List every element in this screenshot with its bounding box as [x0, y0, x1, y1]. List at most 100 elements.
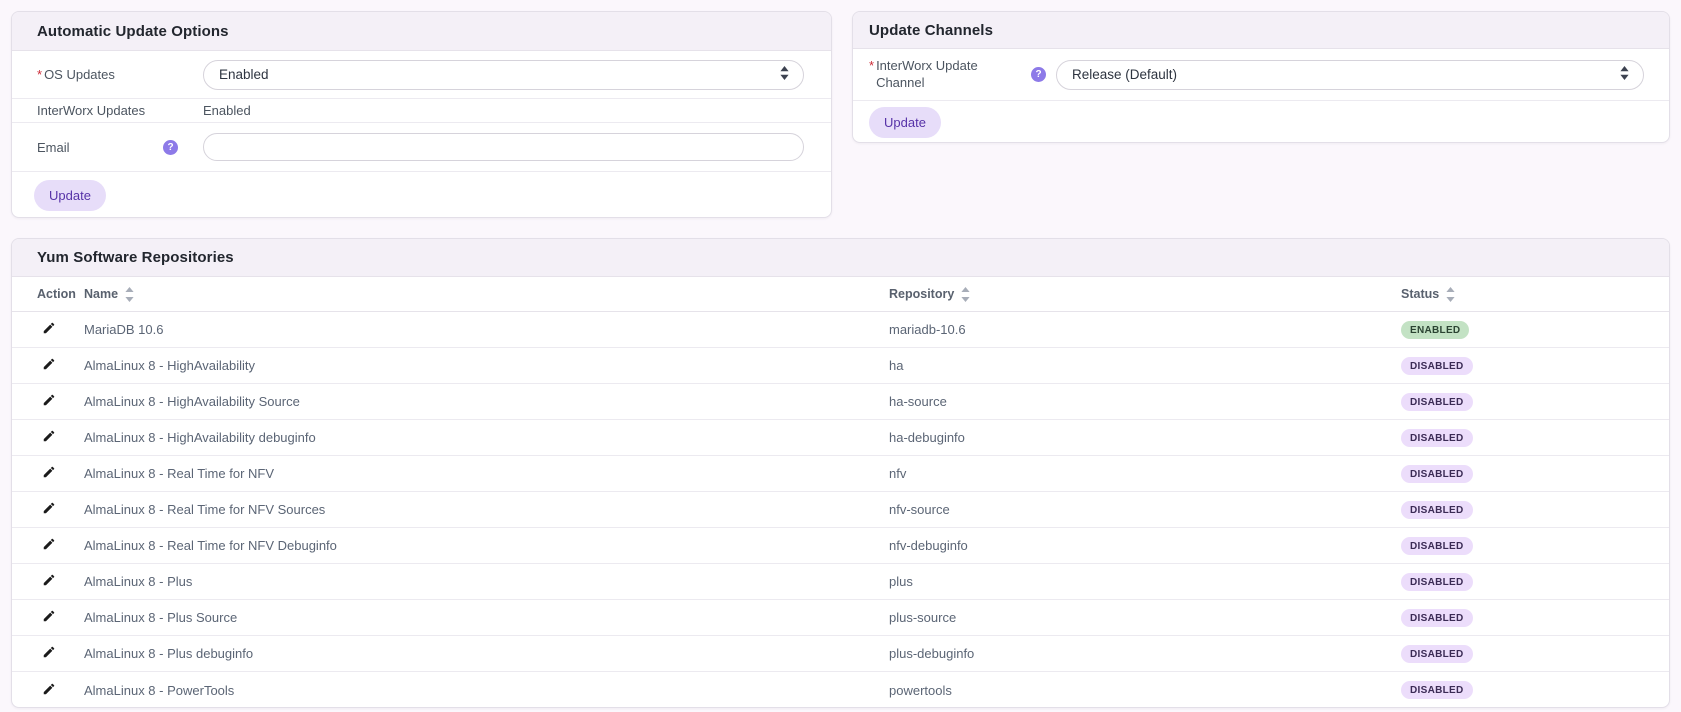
edit-button[interactable]: [42, 573, 56, 590]
pencil-icon: [42, 321, 56, 338]
status-badge: DISABLED: [1401, 572, 1473, 591]
column-header-status[interactable]: Status: [1401, 286, 1455, 302]
row-name: AlmaLinux 8 - PowerTools: [84, 682, 235, 698]
pencil-icon: [42, 682, 56, 699]
edit-button[interactable]: [42, 609, 56, 626]
table-row: AlmaLinux 8 - Plus Source plus-source DI…: [12, 600, 1669, 636]
row-name: AlmaLinux 8 - HighAvailability: [84, 358, 256, 373]
pencil-icon: [42, 501, 56, 518]
os-updates-select[interactable]: Enabled: [203, 59, 804, 90]
row-name: MariaDB 10.6: [84, 322, 164, 337]
sort-icon: [961, 286, 970, 302]
pencil-icon: [42, 537, 56, 554]
chevron-updown-icon: [780, 66, 789, 83]
pencil-icon: [42, 357, 56, 374]
table-row: AlmaLinux 8 - Plus debuginfo plus-debugi…: [12, 636, 1669, 672]
yum-repositories-panel: Yum Software Repositories Action Name Re…: [11, 238, 1670, 708]
row-repository: plus-source: [889, 610, 957, 625]
status-badge: DISABLED: [1401, 500, 1473, 519]
row-name: AlmaLinux 8 - Plus debuginfo: [84, 646, 254, 661]
column-header-action: Action: [37, 287, 76, 301]
pencil-icon: [42, 609, 56, 626]
row-repository: plus-debuginfo: [889, 646, 975, 661]
email-field[interactable]: [203, 133, 804, 161]
pencil-icon: [42, 645, 56, 662]
update-channel-row: * InterWorx Update Channel ? Release (De…: [853, 49, 1669, 101]
email-label: Email: [37, 139, 70, 155]
edit-button[interactable]: [42, 501, 56, 518]
table-row: AlmaLinux 8 - HighAvailability ha DISABL…: [12, 348, 1669, 384]
row-name: AlmaLinux 8 - Real Time for NFV Debuginf…: [84, 538, 337, 553]
status-badge: DISABLED: [1401, 464, 1473, 483]
interworx-updates-row: InterWorx Updates Enabled: [12, 99, 831, 123]
row-repository: mariadb-10.6: [889, 322, 966, 337]
sort-icon: [1446, 286, 1455, 302]
auto-update-actions-row: Update: [12, 172, 831, 217]
table-row: AlmaLinux 8 - Real Time for NFV nfv DISA…: [12, 456, 1669, 492]
column-header-name[interactable]: Name: [84, 286, 134, 302]
pencil-icon: [42, 429, 56, 446]
edit-button[interactable]: [42, 537, 56, 554]
panel-title: Update Channels: [853, 12, 1669, 49]
update-channel-select[interactable]: Release (Default): [1056, 59, 1644, 90]
automatic-update-options-panel: Automatic Update Options * OS Updates En…: [11, 11, 832, 218]
pencil-icon: [42, 573, 56, 590]
update-channel-label: * InterWorx Update Channel: [869, 58, 978, 90]
status-badge: DISABLED: [1401, 608, 1473, 627]
row-repository: powertools: [889, 682, 952, 698]
status-badge: DISABLED: [1401, 392, 1473, 411]
table-body: MariaDB 10.6 mariadb-10.6 ENABLED AlmaLi…: [12, 312, 1669, 707]
sort-icon: [125, 286, 134, 302]
os-updates-row: * OS Updates Enabled: [12, 51, 831, 99]
row-name: AlmaLinux 8 - HighAvailability Source: [84, 394, 300, 409]
edit-button[interactable]: [42, 357, 56, 374]
row-repository: ha: [889, 358, 904, 373]
edit-button[interactable]: [42, 393, 56, 410]
column-header-repository[interactable]: Repository: [889, 286, 970, 302]
row-name: AlmaLinux 8 - Plus Source: [84, 610, 238, 625]
edit-button[interactable]: [42, 465, 56, 482]
help-icon[interactable]: ?: [1031, 67, 1046, 82]
update-channel-selected-value: Release (Default): [1072, 67, 1178, 82]
panel-title: Automatic Update Options: [12, 12, 831, 51]
interworx-updates-value: Enabled: [203, 103, 251, 118]
email-row: Email ?: [12, 123, 831, 172]
table-header-row: Action Name Repository Status: [12, 277, 1669, 312]
row-repository: plus: [889, 574, 913, 589]
status-badge: ENABLED: [1401, 320, 1470, 339]
row-repository: nfv-source: [889, 502, 950, 517]
row-name: AlmaLinux 8 - Plus: [84, 574, 193, 589]
edit-button[interactable]: [42, 645, 56, 662]
row-repository: nfv-debuginfo: [889, 538, 968, 553]
table-row: AlmaLinux 8 - Real Time for NFV Debuginf…: [12, 528, 1669, 564]
channels-actions-row: Update: [853, 101, 1669, 142]
table-row: AlmaLinux 8 - HighAvailability Source ha…: [12, 384, 1669, 420]
chevron-updown-icon: [1620, 66, 1629, 83]
update-channels-panel: Update Channels * InterWorx Update Chann…: [852, 11, 1670, 143]
interworx-updates-label: InterWorx Updates: [37, 103, 146, 118]
row-repository: ha-debuginfo: [889, 430, 965, 445]
status-badge: DISABLED: [1401, 681, 1473, 699]
required-marker: *: [869, 58, 875, 74]
os-updates-label: * OS Updates: [37, 67, 115, 82]
row-name: AlmaLinux 8 - Real Time for NFV Sources: [84, 502, 326, 517]
required-marker: *: [37, 67, 43, 82]
row-name: AlmaLinux 8 - Real Time for NFV: [84, 466, 275, 481]
pencil-icon: [42, 393, 56, 410]
os-updates-selected-value: Enabled: [219, 67, 269, 82]
status-badge: DISABLED: [1401, 428, 1473, 447]
row-name: AlmaLinux 8 - HighAvailability debuginfo: [84, 430, 316, 445]
table-row: AlmaLinux 8 - PowerTools powertools DISA…: [12, 672, 1669, 707]
row-repository: ha-source: [889, 394, 947, 409]
table-row: MariaDB 10.6 mariadb-10.6 ENABLED: [12, 312, 1669, 348]
table-title: Yum Software Repositories: [12, 239, 1669, 277]
update-button[interactable]: Update: [34, 180, 106, 211]
edit-button[interactable]: [42, 429, 56, 446]
update-button[interactable]: Update: [869, 107, 941, 138]
status-badge: DISABLED: [1401, 356, 1473, 375]
help-icon[interactable]: ?: [163, 139, 178, 155]
edit-button[interactable]: [42, 682, 56, 699]
edit-button[interactable]: [42, 321, 56, 338]
table-row: AlmaLinux 8 - HighAvailability debuginfo…: [12, 420, 1669, 456]
status-badge: DISABLED: [1401, 644, 1473, 663]
